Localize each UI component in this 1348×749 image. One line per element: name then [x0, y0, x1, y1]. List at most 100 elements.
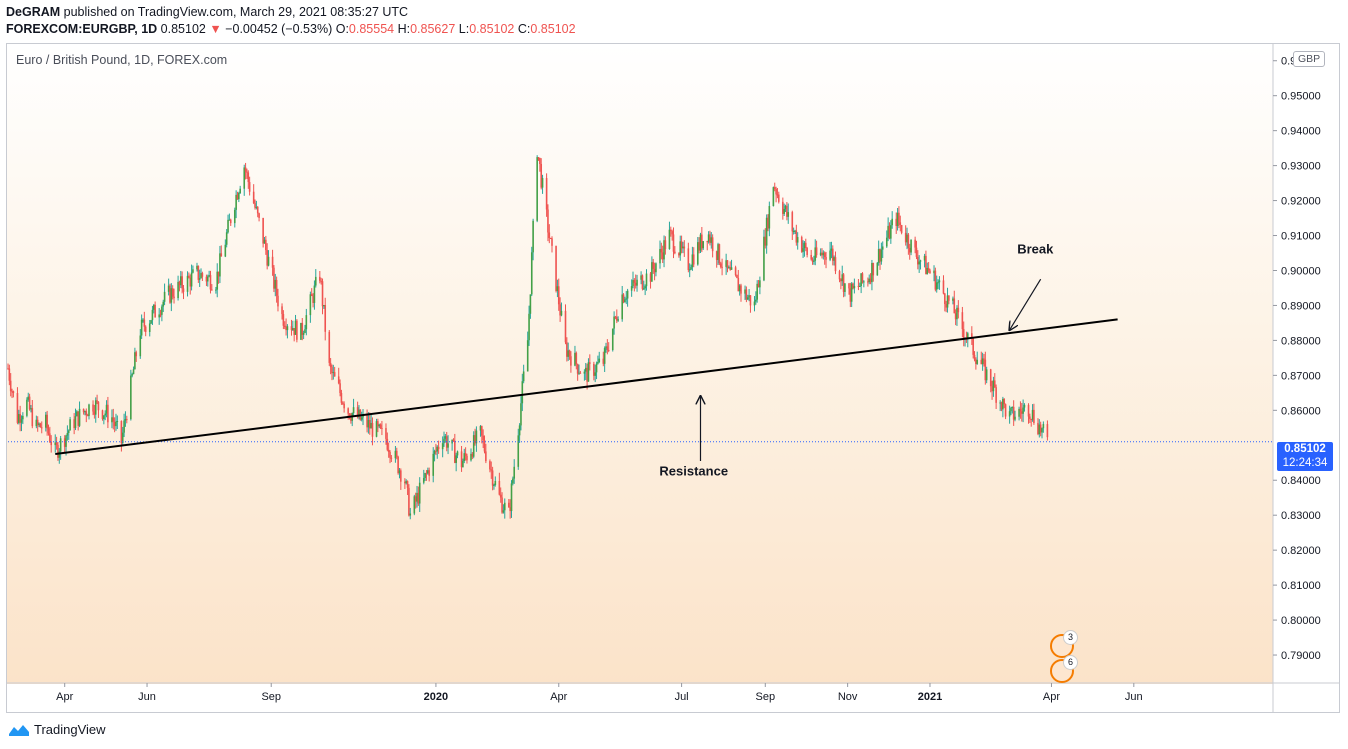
- candle-body: [914, 239, 916, 248]
- candle-body: [522, 371, 525, 382]
- candle-body: [541, 178, 544, 188]
- candle-body: [560, 310, 563, 316]
- y-tick-label: 0.88000: [1281, 335, 1321, 347]
- candle-body: [386, 438, 389, 450]
- candle-body: [860, 273, 862, 286]
- candle-body: [375, 421, 378, 437]
- candle-body: [736, 275, 738, 278]
- candle-body: [189, 277, 192, 287]
- low-label: L:: [458, 22, 470, 36]
- candle-body: [730, 267, 733, 270]
- candle-body: [640, 275, 642, 280]
- candle-body: [54, 442, 57, 446]
- candle-body: [115, 421, 117, 427]
- candle-body: [302, 332, 305, 335]
- candle-body: [625, 298, 628, 300]
- candle-body: [597, 361, 599, 364]
- candle-body: [838, 271, 841, 280]
- candle-body: [404, 481, 406, 484]
- candle-body: [227, 219, 229, 233]
- x-tick-label: 2021: [918, 691, 942, 703]
- candle-body: [1033, 409, 1035, 423]
- eu-flag-icon[interactable]: 6: [1050, 655, 1078, 683]
- currency-button[interactable]: GBP: [1293, 51, 1326, 67]
- candle-body: [757, 283, 760, 288]
- brand-name[interactable]: TradingView: [34, 722, 106, 737]
- candle-body: [617, 319, 619, 321]
- candle-body: [441, 443, 444, 450]
- y-tick-label: 0.82000: [1281, 545, 1321, 557]
- candle-body: [427, 470, 429, 474]
- candle-body: [945, 304, 947, 308]
- candle-body: [178, 281, 181, 286]
- candle-body: [880, 249, 883, 262]
- candle-body: [333, 372, 336, 377]
- candle-body: [725, 260, 727, 267]
- candle-body: [86, 415, 89, 417]
- candle-body: [150, 320, 152, 324]
- candle-body: [530, 252, 533, 295]
- candle-body: [759, 280, 761, 288]
- candle-body: [953, 298, 956, 314]
- candle-body: [755, 299, 757, 302]
- candle-body: [613, 316, 615, 329]
- plot-area[interactable]: [7, 44, 1273, 684]
- candle-body: [309, 294, 312, 316]
- candle-body: [1022, 407, 1024, 414]
- candle-body: [659, 248, 661, 264]
- candle-body: [489, 461, 491, 470]
- candle-body: [46, 414, 48, 429]
- candle-body: [139, 335, 142, 357]
- candle-body: [645, 273, 648, 287]
- candle-body: [1011, 406, 1014, 409]
- candle-body: [578, 372, 580, 374]
- x-tick-label: Jun: [1125, 691, 1143, 703]
- candle-body: [1046, 424, 1049, 438]
- candle-body: [737, 277, 740, 292]
- candle-body: [938, 280, 941, 283]
- candle-body: [999, 402, 1001, 404]
- candle-body: [44, 414, 47, 428]
- candle-body: [885, 237, 888, 247]
- author-name[interactable]: DeGRAM: [6, 5, 61, 19]
- candle-body: [123, 420, 125, 433]
- chart-title: Euro / British Pound, 1D, FOREX.com: [16, 53, 228, 67]
- x-tick-label: 2020: [424, 691, 448, 703]
- candle-body: [347, 408, 349, 414]
- uk-flag-icon[interactable]: 3: [1050, 630, 1078, 658]
- candle-body: [220, 253, 223, 257]
- candle-body: [432, 453, 435, 476]
- candle-body: [933, 270, 935, 274]
- change-value: −0.00452 (−0.53%): [225, 22, 333, 36]
- candle-body: [224, 244, 227, 257]
- candle-body: [436, 446, 439, 452]
- candle-body: [763, 236, 765, 281]
- candle-body: [124, 418, 127, 421]
- candle-body: [36, 419, 39, 426]
- candle-body: [626, 290, 629, 299]
- candle-body: [715, 251, 718, 261]
- tradingview-logo-icon[interactable]: [8, 723, 30, 737]
- candle-body: [642, 288, 645, 290]
- candle-body: [529, 294, 532, 314]
- candle-body: [1002, 398, 1004, 410]
- candle-body: [243, 167, 246, 189]
- candle-body: [286, 326, 289, 331]
- candle-body: [274, 279, 277, 289]
- candle-body: [397, 456, 399, 474]
- publish-info: DeGRAM published on TradingView.com, Mar…: [6, 5, 408, 19]
- candle-body: [471, 453, 474, 457]
- candle-body: [678, 253, 680, 256]
- candle-body: [682, 246, 684, 249]
- candle-body: [454, 440, 456, 463]
- y-tick-label: 0.79000: [1281, 650, 1321, 662]
- candle-body: [829, 250, 831, 260]
- candle-body: [281, 306, 283, 315]
- candle-body: [358, 409, 360, 418]
- candle-body: [802, 248, 804, 252]
- candle-body: [975, 359, 977, 364]
- candle-body: [398, 470, 401, 474]
- candle-body: [356, 407, 359, 418]
- candle-body: [196, 265, 198, 270]
